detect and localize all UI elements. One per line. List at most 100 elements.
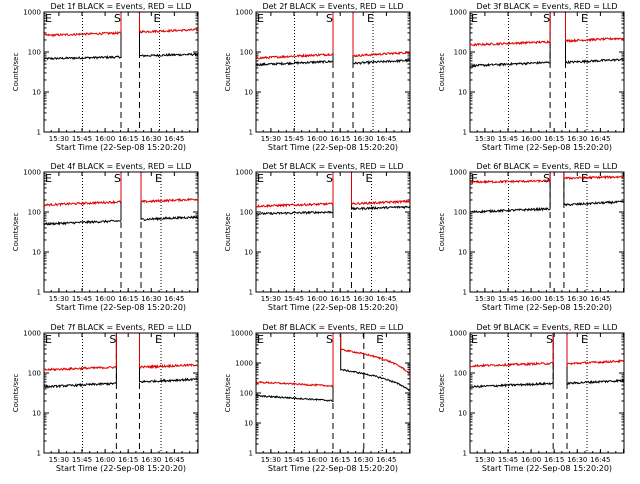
x-axis-label: Start Time (22-Sep-08 15:20:20): [482, 143, 612, 152]
series-lld-line: [255, 13, 334, 60]
panel-6: Det 6f BLACK = Events, RED = LLD 1 10 100 10…: [438, 162, 625, 312]
series-events-line: [139, 334, 199, 384]
y-tick-label: 10: [32, 249, 41, 257]
series-lld-line: [563, 173, 625, 181]
x-tick-label: 16:00: [307, 295, 327, 303]
marker-e-end: E: [155, 172, 162, 185]
x-tick-label: 15:30: [475, 295, 495, 303]
x-tick-label: 15:30: [261, 456, 281, 464]
plot-frame: [469, 332, 625, 454]
panel-2: Det 2f BLACK = Events, RED = LLD 1 10 100 10…: [224, 2, 411, 152]
marker-e-start: E: [257, 12, 264, 25]
x-tick-label: 16:30: [567, 135, 587, 143]
y-tick-label: 1: [463, 129, 467, 137]
series-lld-line: [469, 173, 551, 185]
marker-e-end: E: [581, 12, 588, 25]
y-tick-label: 1: [463, 450, 467, 458]
panel-title: Det 7f BLACK = Events, RED = LLD: [50, 323, 191, 332]
y-tick-label: 1000: [23, 330, 41, 338]
x-axis-label: Start Time (22-Sep-08 15:20:20): [56, 303, 186, 312]
y-tick-label: 10: [32, 410, 41, 418]
x-tick-label: 16:45: [590, 295, 610, 303]
panel-title: Det 1f BLACK = Events, RED = LLD: [50, 2, 191, 11]
marker-e-start: E: [471, 12, 478, 25]
x-tick-label: 16:45: [376, 295, 396, 303]
series-events-line: [469, 13, 551, 68]
series-lld-line: [340, 334, 411, 375]
x-tick-label: 16:00: [307, 456, 327, 464]
x-tick-label: 16:30: [567, 295, 587, 303]
y-tick-label: 1000: [449, 169, 467, 177]
y-tick-label: 10: [244, 249, 253, 257]
series-events-line: [255, 334, 334, 402]
x-axis-label: Start Time (22-Sep-08 15:20:20): [268, 303, 398, 312]
x-tick-label: 16:15: [118, 135, 138, 143]
y-tick-label: 1: [249, 289, 253, 297]
series-lld-line: [255, 173, 334, 209]
marker-e-end: E: [581, 333, 588, 346]
x-tick-label: 16:15: [118, 456, 138, 464]
series-lld-line: [566, 334, 625, 367]
y-tick-label: 100: [454, 49, 467, 57]
y-tick-label: 100: [240, 209, 253, 217]
x-tick-label: 16:00: [307, 135, 327, 143]
panel-7: Det 7f BLACK = Events, RED = LLD 1 10 100 10…: [12, 323, 199, 473]
y-tick-label: 1: [249, 129, 253, 137]
y-tick-label: 10: [458, 89, 467, 97]
y-axis-label: Counts/sec: [438, 374, 446, 413]
series-lld-line: [565, 13, 625, 44]
x-tick-label: 15:45: [72, 135, 92, 143]
x-tick-label: 16:15: [118, 295, 138, 303]
x-tick-label: 16:30: [353, 456, 373, 464]
panel-5: Det 5f BLACK = Events, RED = LLD 1 10 100 10…: [224, 162, 411, 312]
series-events-line: [351, 173, 411, 211]
x-tick-label: 16:00: [95, 295, 115, 303]
x-tick-label: 16:15: [330, 456, 350, 464]
y-tick-label: 1000: [449, 330, 467, 338]
x-tick-label: 15:45: [498, 456, 518, 464]
y-axis-label: Counts/sec: [12, 53, 20, 92]
panel-title: Det 2f BLACK = Events, RED = LLD: [262, 2, 403, 11]
marker-e-end: E: [154, 12, 161, 25]
y-tick-label: 10: [458, 249, 467, 257]
x-tick-label: 16:30: [141, 456, 161, 464]
x-tick-label: 16:00: [95, 135, 115, 143]
y-tick-label: 1: [37, 450, 41, 458]
plot-frame: [43, 332, 199, 454]
series-events-line: [255, 13, 334, 67]
y-tick-label: 1000: [235, 9, 253, 17]
series-lld-line: [139, 334, 199, 370]
y-tick-label: 10: [244, 420, 253, 428]
y-tick-label: 1: [37, 129, 41, 137]
series-events-line: [43, 13, 122, 61]
marker-e-end: E: [376, 333, 383, 346]
panel-3: Det 3f BLACK = Events, RED = LLD 1 10 100 10…: [438, 2, 625, 152]
plot-frame: [469, 171, 625, 293]
x-tick-label: 16:15: [330, 295, 350, 303]
y-tick-label: 100: [28, 209, 41, 217]
x-tick-label: 16:45: [164, 295, 184, 303]
x-tick-label: 16:00: [521, 135, 541, 143]
y-tick-label: 100: [454, 370, 467, 378]
x-tick-label: 16:45: [376, 456, 396, 464]
x-tick-label: 16:00: [521, 456, 541, 464]
x-axis-label: Start Time (22-Sep-08 15:20:20): [482, 464, 612, 473]
series-lld-line: [140, 173, 199, 204]
y-tick-label: 10: [32, 89, 41, 97]
x-tick-label: 15:45: [498, 295, 518, 303]
panel-4: Det 4f BLACK = Events, RED = LLD 1 10 100 10…: [12, 162, 199, 312]
series-lld-line: [139, 13, 199, 34]
series-events-line: [469, 334, 554, 389]
x-tick-label: 15:30: [475, 456, 495, 464]
marker-e-start: E: [45, 12, 52, 25]
y-tick-label: 1000: [235, 360, 253, 368]
x-tick-label: 16:30: [353, 135, 373, 143]
marker-e-end: E: [367, 12, 374, 25]
panel-title: Det 3f BLACK = Events, RED = LLD: [476, 2, 617, 11]
marker-e-end: E: [581, 172, 588, 185]
x-tick-label: 16:15: [544, 295, 564, 303]
series-lld-line: [469, 334, 554, 368]
y-axis-label: Counts/sec: [12, 374, 20, 413]
y-axis-label: Counts/sec: [438, 213, 446, 252]
y-tick-label: 1: [249, 450, 253, 458]
